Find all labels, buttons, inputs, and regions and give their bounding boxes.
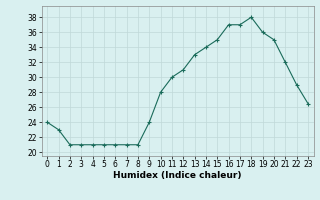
X-axis label: Humidex (Indice chaleur): Humidex (Indice chaleur)	[113, 171, 242, 180]
